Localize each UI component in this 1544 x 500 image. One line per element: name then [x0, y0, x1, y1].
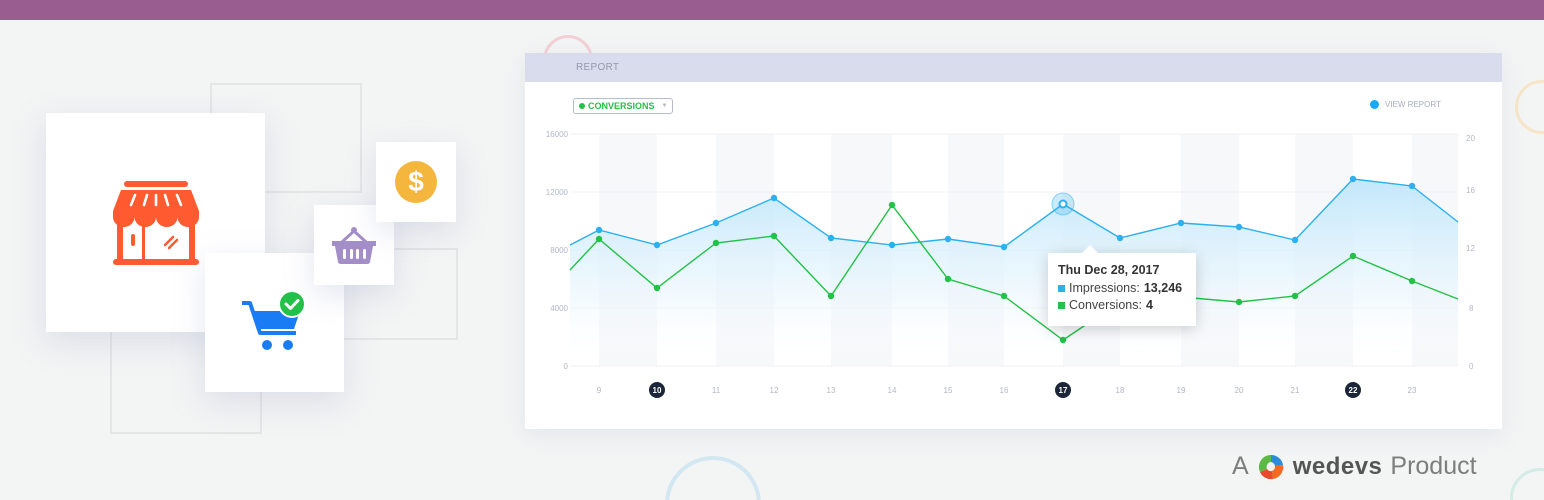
svg-text:16000: 16000: [546, 130, 569, 139]
dollar-coin-icon: $: [395, 161, 437, 203]
svg-text:16: 16: [1000, 386, 1009, 395]
svg-text:4000: 4000: [550, 304, 568, 313]
svg-text:12: 12: [770, 386, 779, 395]
svg-text:12: 12: [1466, 244, 1475, 253]
top-accent-bar: [0, 0, 1544, 20]
svg-text:20: 20: [1235, 386, 1244, 395]
conversions-dot-icon: [579, 103, 585, 109]
chevron-down-icon: ▼: [661, 103, 668, 109]
tooltip-date: Thu Dec 28, 2017: [1058, 263, 1160, 277]
svg-text:15: 15: [944, 386, 953, 395]
line-chart: 16000 12000 8000 4000 0 20 16 12 8 0: [546, 130, 1475, 398]
tooltip-impressions-row: Impressions: 13,246: [1058, 280, 1186, 297]
svg-text:0: 0: [1469, 362, 1474, 371]
view-report-dot-icon: [1370, 100, 1379, 109]
tooltip-impressions-value: 13,246: [1143, 281, 1183, 295]
svg-text:0: 0: [564, 362, 569, 371]
svg-text:12000: 12000: [546, 188, 569, 197]
brand-name: wedevs: [1292, 452, 1383, 480]
tooltip-impressions-label: Impressions:: [1069, 281, 1140, 295]
tooltip-conversions-value: 4: [1145, 298, 1153, 312]
svg-text:9: 9: [597, 386, 602, 395]
report-panel: REPORT CONVERSIONS ▼ VIEW REPORT: [525, 53, 1502, 429]
tooltip-conversions-row: Conversions: 4: [1058, 297, 1186, 314]
report-title: REPORT: [576, 62, 620, 73]
cart-card: [205, 253, 344, 392]
x-axis-labels: 9 10 11 12 13 14 15 16 17 18 19 20 21 22…: [597, 382, 1417, 398]
right-axis-labels: 20 16 12 8 0: [1466, 134, 1475, 371]
impressions-points: [595, 175, 1416, 251]
svg-text:23: 23: [1408, 386, 1417, 395]
view-report-label: VIEW REPORT: [1385, 100, 1441, 109]
dollar-card: $: [376, 142, 456, 222]
svg-text:17: 17: [1059, 386, 1068, 395]
conversions-swatch-icon: [1058, 302, 1065, 309]
svg-text:18: 18: [1116, 386, 1125, 395]
impressions-swatch-icon: [1058, 285, 1065, 292]
svg-text:19: 19: [1177, 386, 1186, 395]
brand-prefix: A: [1232, 452, 1249, 480]
svg-text:14: 14: [888, 386, 897, 395]
svg-text:22: 22: [1349, 386, 1358, 395]
decorative-ring-teal: [1510, 468, 1544, 500]
svg-text:21: 21: [1291, 386, 1300, 395]
decorative-ring-yellow: [1515, 80, 1544, 134]
basket-icon: [332, 227, 376, 264]
store-icon: [112, 180, 199, 265]
view-report-link[interactable]: VIEW REPORT: [1370, 100, 1441, 109]
highlighted-point: [1051, 192, 1075, 216]
metric-dropdown-value: CONVERSIONS: [588, 101, 655, 111]
svg-text:16: 16: [1466, 186, 1475, 195]
wedevs-logo-icon: [1258, 454, 1283, 479]
cart-check-icon: [241, 290, 306, 350]
impressions-area: [570, 179, 1458, 366]
brand-footer: A wedevs Product: [1232, 452, 1477, 481]
svg-text:11: 11: [712, 386, 721, 395]
svg-text:13: 13: [827, 386, 836, 395]
decorative-ring-blue: [665, 456, 761, 500]
svg-text:10: 10: [653, 386, 662, 395]
chart-tooltip: Thu Dec 28, 2017 Impressions: 13,246 Con…: [1048, 245, 1196, 326]
left-axis-labels: 16000 12000 8000 4000 0: [546, 130, 569, 371]
store-card: [46, 113, 265, 332]
brand-suffix: Product: [1390, 452, 1477, 480]
svg-text:$: $: [408, 166, 424, 197]
svg-text:8: 8: [1469, 304, 1474, 313]
svg-text:20: 20: [1466, 134, 1475, 143]
metric-dropdown[interactable]: CONVERSIONS ▼: [573, 98, 674, 114]
tooltip-conversions-label: Conversions:: [1069, 298, 1142, 312]
report-header: REPORT: [525, 53, 1502, 82]
svg-text:8000: 8000: [550, 246, 568, 255]
